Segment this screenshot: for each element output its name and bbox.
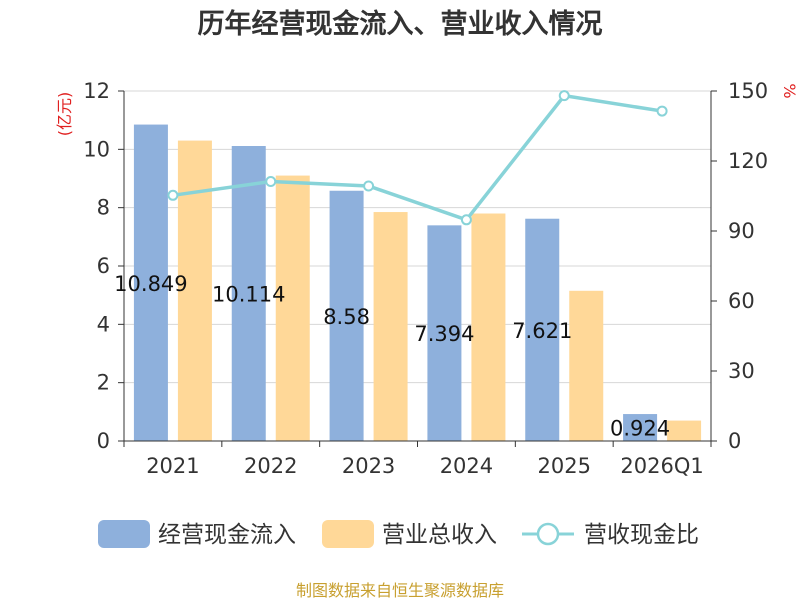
bar-data-label: 0.924: [610, 417, 670, 441]
left-tick-label: 2: [97, 371, 110, 395]
left-tick-label: 10: [83, 137, 110, 161]
chart-title: 历年经营现金流入、营业收入情况: [198, 8, 603, 40]
source-note: 制图数据来自恒生聚源数据库: [296, 581, 504, 600]
bar-revenue: [569, 290, 604, 441]
left-tick-label: 4: [97, 312, 110, 336]
ratio-line: [167, 90, 668, 226]
bar-cash-inflow: [623, 414, 658, 441]
right-tick-label: 0: [728, 429, 741, 453]
legend: 经营现金流入 营业总收入 营收现金比: [98, 520, 699, 548]
bar-cash-inflow: [427, 225, 462, 441]
right-tick-label: 120: [728, 149, 768, 173]
x-category-label: 2025: [538, 454, 591, 478]
ratio-point: [460, 214, 472, 226]
bar-revenue: [667, 420, 702, 441]
bars: [133, 124, 702, 442]
bar-cash-inflow: [133, 124, 168, 441]
ratio-polyline: [172, 93, 663, 222]
grid-lines: [124, 90, 711, 442]
bar-data-label: 7.621: [512, 319, 572, 343]
ratio-point: [167, 189, 179, 201]
ratio-point: [558, 90, 570, 102]
legend-label: 营业总收入: [382, 522, 497, 548]
legend-line-marker: [536, 522, 560, 546]
ratio-point: [265, 176, 277, 188]
x-category-label: 2022: [244, 454, 297, 478]
bar-cash-inflow: [525, 218, 560, 441]
x-category-label: 2021: [146, 454, 199, 478]
bar-revenue: [275, 175, 310, 442]
bar-data-label: 10.849: [114, 272, 187, 296]
legend-label: 经营现金流入: [158, 522, 296, 548]
left-tick-label: 12: [83, 79, 110, 103]
bar-data-label: 10.114: [212, 283, 285, 307]
left-tick-label: 6: [97, 254, 110, 278]
bar-data-label: 7.394: [414, 322, 474, 346]
x-category-label: 2024: [440, 454, 493, 478]
bar-cash-inflow: [231, 146, 266, 441]
left-tick-label: 0: [97, 429, 110, 453]
bar-revenue: [373, 212, 408, 441]
legend-label: 营收现金比: [584, 522, 699, 548]
data-labels: 10.849 10.114 8.58 7.394 7.621 0.924: [114, 272, 670, 441]
right-axis-unit: %: [780, 83, 799, 98]
x-category-label: 2026Q1: [620, 454, 703, 478]
right-tick-label: 60: [728, 289, 755, 313]
legend-swatch-0: [98, 520, 150, 548]
legend-swatch-1: [322, 520, 374, 548]
x-category-label: 2023: [342, 454, 395, 478]
right-tick-label: 90: [728, 219, 755, 243]
right-tick-label: 150: [728, 79, 768, 103]
bar-cash-inflow: [329, 190, 364, 441]
ratio-point: [363, 180, 375, 192]
left-tick-label: 8: [97, 196, 110, 220]
bar-data-label: 8.58: [323, 305, 370, 329]
right-tick-label: 30: [728, 359, 755, 383]
bar-revenue: [471, 213, 506, 441]
ratio-point: [656, 105, 668, 117]
left-axis-unit: (亿元): [55, 92, 74, 137]
